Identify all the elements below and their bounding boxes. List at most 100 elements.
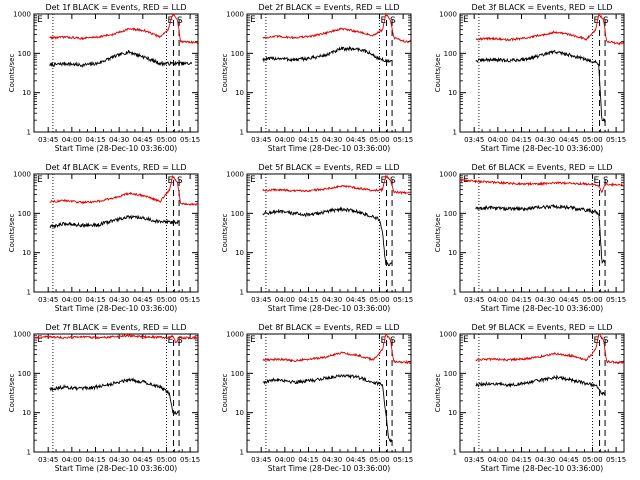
x-axis-label: Start Time (28-Dec-10 03:36:00) bbox=[268, 464, 390, 473]
x-tick-label: 04:30 bbox=[322, 296, 342, 304]
panel-title: Det 8f BLACK = Events, RED = LLD bbox=[258, 323, 399, 332]
x-tick-label: 04:00 bbox=[275, 456, 295, 464]
x-tick-label: 04:45 bbox=[559, 456, 579, 464]
x-tick-label: 04:00 bbox=[488, 296, 508, 304]
x-axis-label: Start Time (28-Dec-10 03:36:00) bbox=[55, 304, 177, 313]
x-tick-label: 04:30 bbox=[535, 296, 555, 304]
y-tick-label: 10 bbox=[235, 409, 244, 417]
series-line-events bbox=[475, 374, 606, 397]
marker-e-left: E bbox=[250, 335, 256, 345]
marker-e: E bbox=[168, 176, 174, 186]
y-tick-label: 10 bbox=[22, 409, 31, 417]
x-tick-label: 03:45 bbox=[251, 456, 271, 464]
x-tick-label: 04:30 bbox=[535, 456, 555, 464]
x-axis-label: Start Time (28-Dec-10 03:36:00) bbox=[481, 464, 603, 473]
y-axis-label: Counts/sec bbox=[434, 54, 442, 93]
series-line-events bbox=[262, 45, 392, 64]
panel-title: Det 1f BLACK = Events, RED = LLD bbox=[45, 3, 186, 12]
plot-frame bbox=[246, 13, 412, 133]
marker-e: E bbox=[594, 176, 600, 186]
y-axis-label: Counts/sec bbox=[221, 54, 229, 93]
y-axis-label: Counts/sec bbox=[221, 214, 229, 253]
y-tick-label: 10 bbox=[22, 89, 31, 97]
y-tick-label: 100 bbox=[231, 210, 244, 218]
series-line-events bbox=[49, 214, 180, 230]
plot-frame bbox=[33, 173, 199, 293]
x-tick-label: 05:00 bbox=[582, 456, 602, 464]
marker-e: E bbox=[381, 176, 387, 186]
panel-title: Det 2f BLACK = Events, RED = LLD bbox=[258, 3, 399, 12]
x-axis-label: Start Time (28-Dec-10 03:36:00) bbox=[55, 464, 177, 473]
x-tick-label: 04:00 bbox=[488, 136, 508, 144]
x-tick-label: 03:45 bbox=[251, 136, 271, 144]
x-tick-label: 05:15 bbox=[393, 296, 413, 304]
plot-frame bbox=[246, 173, 412, 293]
series-line-lld bbox=[262, 12, 412, 43]
x-tick-label: 05:00 bbox=[369, 136, 389, 144]
x-tick-label: 04:30 bbox=[322, 456, 342, 464]
y-axis-label: Counts/sec bbox=[8, 54, 16, 93]
panel-title: Det 5f BLACK = Events, RED = LLD bbox=[258, 163, 399, 172]
marker-s: S bbox=[177, 176, 183, 186]
y-axis-label: Counts/sec bbox=[221, 374, 229, 413]
x-tick-label: 04:30 bbox=[535, 136, 555, 144]
series-line-lld bbox=[49, 12, 199, 45]
x-tick-label: 04:15 bbox=[85, 136, 105, 144]
series-line-events bbox=[49, 377, 180, 416]
series-line-events bbox=[475, 203, 606, 265]
x-tick-label: 04:45 bbox=[346, 136, 366, 144]
x-tick-label: 04:15 bbox=[511, 136, 531, 144]
x-tick-label: 03:45 bbox=[38, 136, 58, 144]
y-tick-label: 1 bbox=[240, 289, 244, 297]
series-line-events bbox=[475, 49, 606, 123]
y-tick-label: 10 bbox=[448, 89, 457, 97]
x-tick-label: 05:00 bbox=[369, 456, 389, 464]
y-axis-label: Counts/sec bbox=[8, 214, 16, 253]
x-tick-label: 04:30 bbox=[109, 136, 129, 144]
x-tick-label: 04:45 bbox=[133, 456, 153, 464]
x-tick-label: 04:00 bbox=[275, 136, 295, 144]
x-tick-label: 04:15 bbox=[298, 296, 318, 304]
series-line-lld bbox=[475, 333, 625, 365]
x-tick-label: 04:00 bbox=[488, 456, 508, 464]
plot-frame bbox=[33, 13, 199, 133]
plot-frame bbox=[33, 333, 199, 453]
marker-s: S bbox=[390, 16, 396, 26]
marker-e: E bbox=[594, 336, 600, 346]
y-tick-label: 1000 bbox=[439, 11, 457, 19]
y-axis-label: Counts/sec bbox=[434, 214, 442, 253]
marker-e-left: E bbox=[463, 335, 469, 345]
marker-s: S bbox=[603, 16, 609, 26]
x-tick-label: 05:15 bbox=[393, 136, 413, 144]
panel-det-2f: Det 2f BLACK = Events, RED = LLD 1 10 100 10… bbox=[221, 3, 413, 153]
y-tick-label: 100 bbox=[231, 50, 244, 58]
y-tick-label: 1 bbox=[27, 129, 31, 137]
panel-det-4f: Det 4f BLACK = Events, RED = LLD 1 10 100 10… bbox=[8, 163, 200, 313]
x-tick-label: 03:45 bbox=[464, 296, 484, 304]
y-tick-label: 100 bbox=[444, 370, 457, 378]
x-tick-label: 04:00 bbox=[62, 456, 82, 464]
plot-frame bbox=[459, 333, 625, 453]
x-axis-label: Start Time (28-Dec-10 03:36:00) bbox=[481, 144, 603, 153]
x-tick-label: 04:15 bbox=[511, 456, 531, 464]
x-tick-label: 05:15 bbox=[606, 456, 626, 464]
series-line-lld bbox=[459, 178, 625, 194]
x-tick-label: 03:45 bbox=[38, 296, 58, 304]
y-tick-label: 1 bbox=[453, 289, 457, 297]
x-tick-label: 04:30 bbox=[322, 136, 342, 144]
panel-title: Det 6f BLACK = Events, RED = LLD bbox=[471, 163, 612, 172]
series-line-events bbox=[262, 373, 393, 443]
x-tick-label: 05:00 bbox=[582, 136, 602, 144]
x-tick-label: 04:15 bbox=[298, 136, 318, 144]
x-tick-label: 04:15 bbox=[511, 296, 531, 304]
series-line-events bbox=[262, 206, 393, 267]
y-axis-label: Counts/sec bbox=[434, 374, 442, 413]
x-tick-label: 04:45 bbox=[559, 136, 579, 144]
panel-title: Det 7f BLACK = Events, RED = LLD bbox=[45, 323, 186, 332]
x-tick-label: 03:45 bbox=[38, 456, 58, 464]
y-tick-label: 10 bbox=[235, 89, 244, 97]
series-line-lld bbox=[49, 174, 198, 206]
x-axis-label: Start Time (28-Dec-10 03:36:00) bbox=[481, 304, 603, 313]
x-tick-label: 04:45 bbox=[346, 456, 366, 464]
